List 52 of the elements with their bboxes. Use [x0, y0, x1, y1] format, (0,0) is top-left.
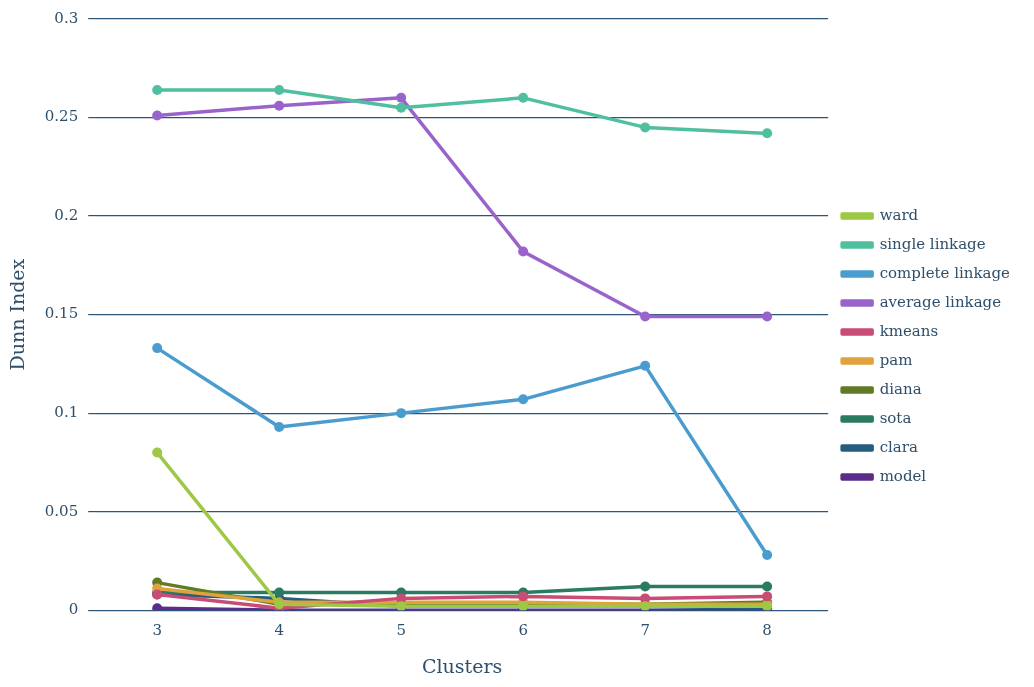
- point: [640, 122, 651, 133]
- point: [396, 102, 407, 113]
- legend-label: clara: [879, 437, 918, 456]
- point: [274, 421, 285, 432]
- point: [396, 593, 407, 604]
- legend-label: kmeans: [879, 321, 939, 340]
- y-tick-label: 0.2: [54, 205, 79, 224]
- y-tick-label: 0.1: [54, 403, 79, 422]
- point: [152, 447, 163, 458]
- point: [640, 581, 651, 592]
- x-tick-label: 8: [762, 621, 772, 640]
- legend-label: single linkage: [879, 234, 986, 253]
- point: [152, 84, 163, 95]
- point: [396, 92, 407, 103]
- y-tick-label: 0: [68, 600, 79, 619]
- point: [518, 246, 529, 257]
- y-tick-label: 0.25: [44, 107, 79, 126]
- y-tick-label: 0.3: [54, 8, 79, 27]
- point: [396, 408, 407, 419]
- point: [274, 100, 285, 111]
- legend-label: ward: [879, 205, 919, 224]
- y-axis-title: Dunn Index: [6, 258, 29, 371]
- point: [152, 343, 163, 354]
- point: [274, 587, 285, 598]
- point: [152, 110, 163, 121]
- point: [762, 128, 773, 139]
- point: [274, 84, 285, 95]
- point: [518, 92, 529, 103]
- x-tick-label: 4: [274, 621, 284, 640]
- y-tick-label: 0.05: [44, 501, 79, 520]
- point: [762, 591, 773, 602]
- x-tick-label: 3: [152, 621, 162, 640]
- legend-label: average linkage: [879, 292, 1002, 311]
- point: [762, 550, 773, 561]
- x-tick-label: 7: [640, 621, 650, 640]
- point: [640, 311, 651, 322]
- point: [762, 311, 773, 322]
- x-tick-label: 5: [396, 621, 406, 640]
- x-tick-label: 6: [518, 621, 528, 640]
- legend-label: pam: [879, 350, 913, 369]
- legend-label: complete linkage: [879, 263, 1011, 282]
- x-axis-title: Clusters: [422, 654, 503, 677]
- point: [762, 581, 773, 592]
- y-tick-label: 0.15: [44, 304, 79, 323]
- legend-label: diana: [879, 379, 922, 398]
- point: [640, 593, 651, 604]
- point: [518, 591, 529, 602]
- point: [152, 603, 163, 611]
- legend-label: sota: [879, 408, 912, 427]
- point: [640, 360, 651, 371]
- point: [518, 394, 529, 405]
- legend-label: model: [879, 466, 927, 485]
